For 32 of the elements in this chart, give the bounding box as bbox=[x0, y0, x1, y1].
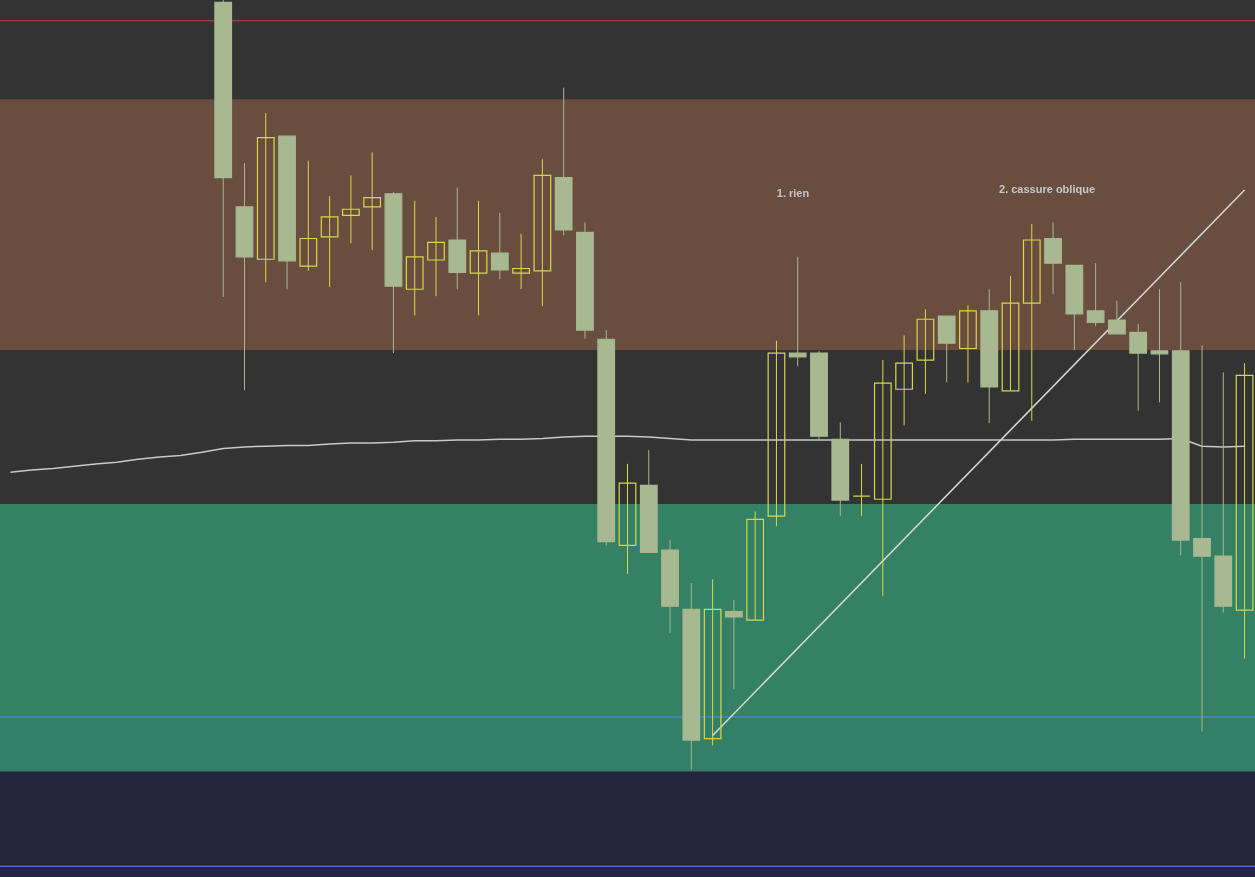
candlestick bbox=[724, 599, 743, 690]
candlestick bbox=[703, 578, 722, 746]
candlestick bbox=[363, 151, 382, 251]
candlestick bbox=[1129, 323, 1148, 412]
candlestick bbox=[916, 308, 935, 395]
candlestick bbox=[320, 195, 339, 288]
candlestick bbox=[1108, 300, 1126, 335]
candlestick bbox=[1001, 275, 1020, 392]
candlestick bbox=[1022, 223, 1041, 422]
candlestick bbox=[469, 200, 488, 316]
candlestick bbox=[427, 216, 445, 297]
candlestick bbox=[746, 511, 765, 621]
candlestick bbox=[533, 158, 552, 307]
annotation: 2. cassure oblique bbox=[999, 183, 1095, 195]
candlestick bbox=[959, 304, 977, 383]
candlestick bbox=[1235, 362, 1254, 660]
annotation: 1. rien bbox=[776, 187, 810, 199]
candlestick bbox=[1086, 262, 1105, 327]
candlestick bbox=[405, 200, 424, 316]
candlestick bbox=[512, 233, 531, 290]
candlestick bbox=[618, 463, 637, 575]
candlestick bbox=[788, 256, 807, 367]
candlestick bbox=[341, 174, 360, 244]
candlestick bbox=[1193, 344, 1211, 733]
candlestick bbox=[1150, 288, 1169, 403]
candlestick bbox=[256, 112, 275, 283]
candlestick bbox=[490, 212, 509, 280]
candlestick bbox=[895, 334, 914, 426]
candlestick bbox=[873, 359, 892, 597]
candlestick bbox=[299, 160, 318, 272]
candlestick bbox=[767, 340, 786, 527]
candlestick bbox=[852, 463, 871, 517]
